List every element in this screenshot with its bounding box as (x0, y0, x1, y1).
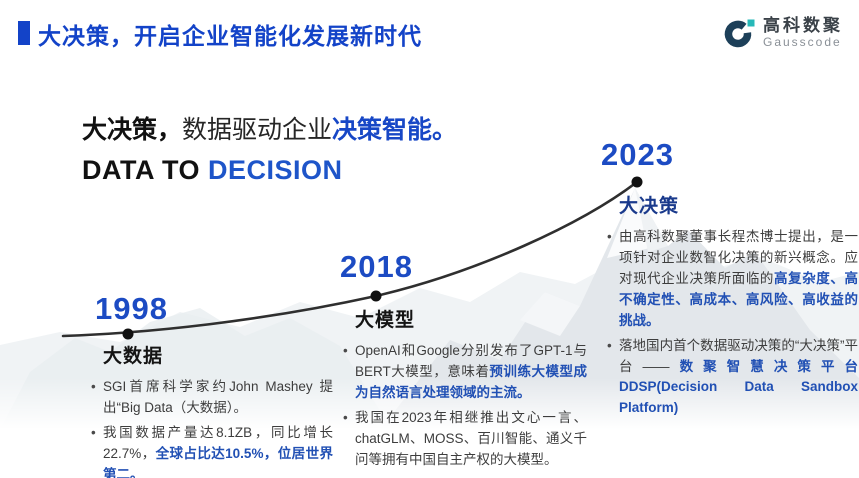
milestone-dot-2023 (631, 176, 643, 188)
timeline-column-2018: 大模型 OpenAI和Google分别发布了GPT-1与BERT大模型，意味着预… (342, 305, 587, 475)
bullet-text: 由高科数聚董事长程杰博士提出，是一项针对企业数智化决策的新兴概念。应对现代企业决… (619, 229, 858, 286)
milestone-dot-2018 (370, 290, 382, 302)
title-accent-bar (18, 21, 30, 45)
column-heading: 大模型 (355, 310, 416, 331)
hero-line-1: 大决策，数据驱动企业决策智能。 (82, 110, 457, 146)
gausscode-logo: 高科数聚 Gausscode (722, 16, 843, 50)
bullet-highlight: 预训练大模型成为自然语言处理领域的主流。 (355, 363, 588, 400)
slide-title: 大决策，开启企业智能化发展新时代 (38, 23, 422, 49)
column-heading: 大决策 (619, 196, 680, 217)
bullet-item: SGI首席科学家约John Mashey 提出“Big Data（大数据）。 (90, 377, 333, 419)
hero-bold: 大决策， (82, 116, 183, 144)
bullet-item: 落地国内首个数据驱动决策的“大决策”平台——数聚智慧决策平台DDSP(Decis… (606, 336, 858, 420)
bullet-text: SGI首席科学家约John Mashey 提出“Big Data（大数据）。 (103, 379, 333, 415)
bullet-list: OpenAI和Google分别发布了GPT-1与BERT大模型，意味着预训练大模… (342, 341, 587, 471)
hero-line-2: DATA TO DECISION (82, 155, 457, 186)
column-heading: 大数据 (103, 346, 164, 367)
bullet-highlight: 全球占比达10.5%，位居世界第二。 (103, 445, 334, 478)
bullet-item: 我国数据产量达8.1ZB，同比增长22.7%，全球占比达10.5%，位居世界第二… (90, 423, 333, 478)
bullet-list: SGI首席科学家约John Mashey 提出“Big Data（大数据）。 我… (90, 377, 333, 478)
bullet-list: 由高科数聚董事长程杰博士提出，是一项针对企业数智化决策的新兴概念。应对现代企业决… (606, 227, 858, 419)
hero-subtitle-prefix: DATA TO (82, 155, 208, 185)
bullet-highlight: 高复杂度、高不确定性、高成本、高风险、高收益的挑战。 (619, 270, 858, 328)
logo-name: 高科数聚 (763, 16, 843, 36)
milestone-dot-1998 (122, 328, 134, 340)
bullet-text: 落地国内首个数据驱动决策的“大决策”平台—— (619, 337, 858, 374)
bullet-item: 由高科数聚董事长程杰博士提出，是一项针对企业数智化决策的新兴概念。应对现代企业决… (606, 227, 858, 332)
logo-text: 高科数聚 Gausscode (763, 17, 843, 48)
bullet-highlight: 数聚智慧决策平台DDSP(Decision Data Sandbox Platf… (619, 358, 859, 416)
logo-subname: Gausscode (763, 35, 842, 50)
gausscode-logo-icon (724, 19, 755, 48)
hero-subtitle-accent: DECISION (208, 155, 343, 185)
bullet-item: 我国在2023年相继推出文心一言、chatGLM、MOSS、百川智能、通义千问等… (342, 408, 587, 471)
bullet-text: 我国在2023年相继推出文心一言、chatGLM、MOSS、百川智能、通义千问等… (355, 409, 587, 467)
year-label-2023: 2023 (601, 137, 674, 172)
bullet-text: OpenAI和Google分别发布了GPT-1与BERT大模型，意味着 (355, 343, 587, 379)
hero-regular: 数据驱动企业 (182, 116, 333, 144)
bullet-item: OpenAI和Google分别发布了GPT-1与BERT大模型，意味着预训练大模… (342, 341, 587, 404)
timeline-column-1998: 大数据 SGI首席科学家约John Mashey 提出“Big Data（大数据… (90, 341, 333, 478)
hero-accent: 决策智能。 (332, 116, 458, 144)
year-label-2018: 2018 (340, 249, 413, 284)
year-label-1998: 1998 (95, 291, 168, 326)
bullet-text: 我国数据产量达8.1ZB，同比增长22.7%， (103, 424, 333, 461)
hero-heading: 大决策，数据驱动企业决策智能。 DATA TO DECISION (82, 110, 457, 186)
timeline-column-2023: 大决策 由高科数聚董事长程杰博士提出，是一项针对企业数智化决策的新兴概念。应对现… (606, 191, 858, 423)
